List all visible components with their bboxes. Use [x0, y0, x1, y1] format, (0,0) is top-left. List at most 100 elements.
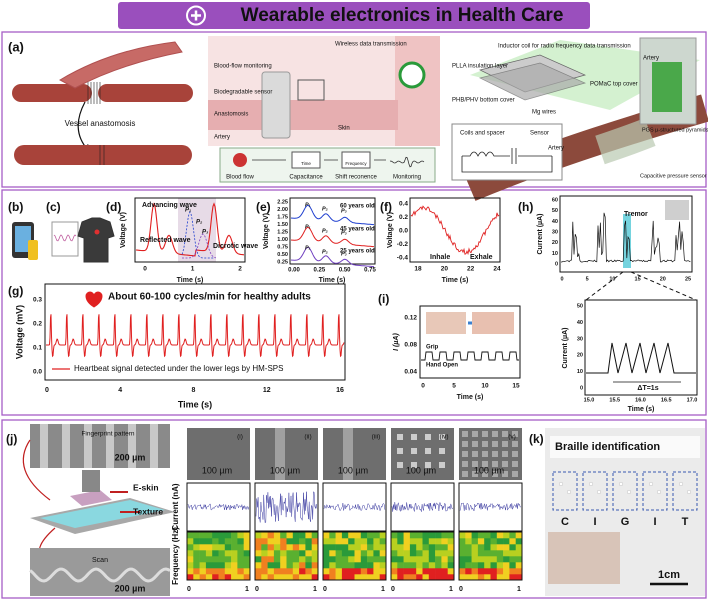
spectrogram-cell [224, 550, 232, 557]
plot-frame [322, 531, 387, 581]
spectrogram-cell [360, 562, 368, 569]
scale-label: 1cm [658, 569, 680, 581]
braille-dot [618, 481, 624, 487]
spectrogram-cell [490, 550, 498, 557]
spectrogram-cell [267, 538, 275, 545]
spectrogram-cell [341, 550, 349, 557]
curve [391, 501, 454, 512]
annotation: Blood-flow monitoring [214, 64, 272, 70]
spectrogram-cell [199, 556, 207, 563]
spectrogram-cell [193, 574, 200, 581]
spectrogram-cell [515, 550, 523, 557]
letter: T [682, 516, 689, 528]
spectrogram-cell [397, 532, 404, 539]
x-tick-label: 1 [517, 586, 521, 593]
spectrogram-cell [484, 568, 491, 575]
sample-label: (iv) [439, 434, 448, 441]
y-tick-label: 40 [552, 219, 558, 225]
y-tick-label: 1.75 [277, 214, 288, 220]
spectrogram-cell [280, 544, 287, 551]
spectrogram-cell [323, 562, 330, 569]
spectrogram-cell [379, 550, 387, 557]
y-tick-label: 0 [580, 385, 583, 391]
curve [290, 226, 374, 248]
panel-title: Braille identification [555, 441, 660, 453]
y-tick-label: 2.25 [277, 199, 288, 205]
axis-label: Time (s) [178, 399, 212, 409]
x-tick-label: 18 [414, 266, 422, 273]
spectrogram-cell [459, 532, 466, 539]
y-tick-label: 0.0 [399, 228, 408, 235]
annotation: PGS µ-structured pyramids [642, 127, 708, 133]
title-strip [550, 436, 700, 458]
spectrogram-cell [299, 544, 306, 551]
spectrogram-cell [496, 562, 504, 569]
x-tick-label: 0 [391, 586, 395, 593]
x-tick-label: 1 [381, 586, 385, 593]
braille-dot [626, 489, 632, 495]
x-tick-label: 5 [452, 383, 456, 390]
spectrogram-cell [422, 574, 430, 581]
spectrogram-cell [477, 562, 485, 569]
spectrogram-cell [218, 568, 226, 575]
spectrogram-cell [509, 562, 516, 569]
axis-label: Voltage (V) [387, 212, 394, 248]
curve [290, 246, 374, 268]
y-tick-label: 1.00 [277, 237, 288, 243]
annotation: Biodegradable sensor [214, 90, 272, 96]
spectrogram-cell [509, 550, 516, 557]
spectrogram-cell [243, 532, 251, 539]
panel-label: (h) [518, 200, 533, 214]
ridge [62, 424, 70, 468]
spectrogram-cell [428, 532, 436, 539]
y-tick-label: 0.2 [399, 214, 408, 221]
spectrogram-cell [311, 556, 319, 563]
spectrogram-cell [299, 574, 306, 581]
pyramid [502, 431, 508, 437]
spectrogram-cell [496, 550, 504, 557]
spectrogram-cell [335, 562, 343, 569]
y-tick-label: -0.2 [397, 241, 409, 248]
spectrogram-cell [447, 532, 455, 539]
annotation: Artery [214, 135, 230, 141]
braille-cell [642, 471, 668, 511]
spectrogram-cell [428, 544, 436, 551]
annotation: Dicrotic wave [213, 243, 258, 250]
spectrogram-cell [367, 574, 374, 581]
spectrogram-cell [292, 538, 300, 545]
spectrogram-cell [397, 568, 404, 575]
y-tick-label: -0.4 [397, 255, 409, 262]
panel-label: (a) [8, 39, 24, 54]
braille-cell [552, 471, 578, 511]
ridge [84, 424, 92, 468]
spectrogram-cell [280, 538, 287, 545]
spectrogram-cell [187, 532, 194, 539]
axis-label: Frequency (Hz) [171, 527, 180, 585]
spectrogram-cell [280, 556, 287, 563]
spectrogram-cell [416, 562, 423, 569]
pillar [425, 434, 431, 440]
spectrogram-cell [261, 538, 268, 545]
spectrogram-cell [435, 574, 442, 581]
spectrogram-cell [360, 544, 368, 551]
spectrogram-cell [224, 538, 232, 545]
spectrogram-cell [348, 556, 355, 563]
x-tick-label: 15 [635, 276, 641, 282]
y-tick-label: 20 [552, 240, 558, 246]
spectrogram-cell [391, 544, 398, 551]
annotation: Inhale [430, 254, 450, 261]
spectrogram-cell [267, 550, 275, 557]
spectrogram-cell [273, 550, 281, 557]
scale-label: 200 µm [115, 452, 146, 462]
spectrogram-cell [335, 538, 343, 545]
photo-inset [472, 312, 514, 334]
spectrogram-cell [403, 562, 411, 569]
curve [410, 205, 500, 256]
pyramid [512, 451, 518, 457]
spectrogram-cell [299, 550, 306, 557]
pyramid [502, 461, 508, 467]
x-tick-label: 16.5 [661, 397, 672, 403]
pyramid [482, 471, 488, 477]
spectrogram-cell [447, 562, 455, 569]
braille-dot [678, 481, 684, 487]
